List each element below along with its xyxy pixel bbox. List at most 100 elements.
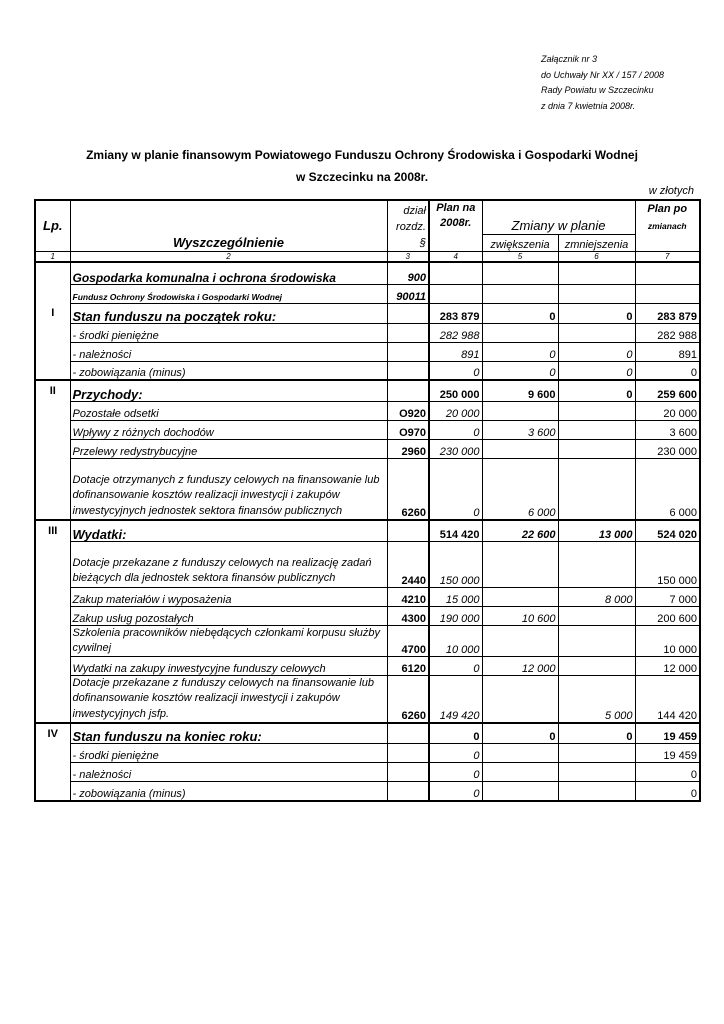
- header-description: Wyszczególnienie: [69, 199, 388, 252]
- row-after: 20 000: [634, 400, 701, 421]
- row-lp: III: [34, 519, 71, 541]
- row-after: 6 000: [634, 457, 701, 521]
- header-lp: Lp.: [34, 199, 71, 252]
- row-description: Przychody:: [69, 379, 388, 402]
- row-plan: [428, 261, 483, 285]
- row-increase: [481, 540, 559, 588]
- row-lp: [34, 541, 71, 587]
- row-increase: [481, 675, 559, 724]
- row-lp: IV: [34, 721, 71, 744]
- row-plan: 0: [428, 743, 483, 764]
- row-decrease: [557, 261, 636, 285]
- row-plan: [428, 283, 483, 304]
- row-code: [386, 302, 430, 324]
- header-decrease: zmniejszenia: [557, 233, 636, 252]
- row-after: 0: [634, 781, 701, 802]
- row-description: - należności: [69, 762, 388, 783]
- row-code: 2960: [386, 438, 430, 459]
- row-decrease: 5 000: [557, 675, 636, 724]
- row-increase: [481, 781, 559, 802]
- row-after: 19 459: [634, 721, 701, 745]
- row-decrease: 8 000: [557, 586, 636, 607]
- financial-plan-table: Lp. Wyszczególnienie dział rozdz. § Plan…: [34, 199, 701, 802]
- row-increase: [481, 261, 559, 285]
- table-row: Zakup usług pozostałych 4300 190 000 10 600…: [34, 605, 701, 626]
- row-lp: [34, 781, 71, 801]
- row-after: 10 000: [634, 624, 701, 658]
- table-row: - należności 891 0 0 891: [34, 341, 701, 362]
- row-description: Wydatki:: [69, 519, 388, 542]
- row-decrease: [557, 762, 636, 783]
- row-after: 283 879: [634, 302, 701, 324]
- header-after-line: zmianach: [647, 221, 687, 231]
- row-after: 3 600: [634, 419, 701, 440]
- row-lp: [34, 675, 71, 723]
- table-row: Fundusz Ochrony Środowiska i Gospodarki …: [34, 283, 701, 304]
- row-lp: [34, 323, 71, 342]
- row-plan: 282 988: [428, 322, 483, 343]
- row-code: 4300: [386, 605, 430, 626]
- row-increase: 3 600: [481, 419, 559, 440]
- table-row: - należności 0 0: [34, 762, 701, 783]
- row-code: [386, 743, 430, 764]
- row-plan: 150 000: [428, 540, 483, 588]
- row-description: - środki pieniężne: [69, 322, 388, 343]
- row-code: [386, 379, 430, 402]
- row-increase: 0: [481, 360, 559, 381]
- row-plan: 514 420: [428, 519, 483, 542]
- row-description: Dotacje przekazane z funduszy celowych n…: [69, 675, 388, 724]
- row-decrease: [557, 743, 636, 764]
- row-description: Dotacje otrzymanych z funduszy celowych …: [69, 457, 388, 521]
- row-increase: [481, 624, 559, 658]
- row-decrease: [557, 400, 636, 421]
- row-description: Stan funduszu na początek roku:: [69, 302, 388, 324]
- row-after: 524 020: [634, 519, 701, 542]
- row-description: - zobowiązania (minus): [69, 781, 388, 802]
- row-increase: 9 600: [481, 379, 559, 402]
- annex-line: Załącznik nr 3: [541, 54, 598, 64]
- document-subtitle: w Szczecinku na 2008r.: [295, 170, 429, 184]
- header-plan: Plan na 2008r.: [428, 199, 483, 252]
- row-code: [386, 322, 430, 343]
- row-decrease: 0: [557, 379, 636, 402]
- row-code: O920: [386, 400, 430, 421]
- row-decrease: [557, 322, 636, 343]
- row-lp: [34, 743, 71, 763]
- row-description: Gospodarka komunalna i ochrona środowisk…: [69, 261, 388, 285]
- column-number: 2: [69, 250, 388, 263]
- table-row: - zobowiązania (minus) 0 0 0 0: [34, 360, 701, 381]
- row-description: Dotacje przekazane z funduszy celowych n…: [69, 540, 388, 588]
- row-decrease: 13 000: [557, 519, 636, 542]
- row-description: Fundusz Ochrony Środowiska i Gospodarki …: [69, 283, 388, 304]
- row-plan: 230 000: [428, 438, 483, 459]
- annex-line: do Uchwały Nr XX / 157 / 2008: [541, 69, 665, 80]
- row-increase: [481, 586, 559, 607]
- row-plan: 0: [428, 360, 483, 381]
- row-after: 200 600: [634, 605, 701, 626]
- row-code: 6260: [386, 457, 430, 521]
- row-lp: [34, 606, 71, 625]
- column-number: 4: [428, 250, 483, 263]
- row-code: 2440: [386, 540, 430, 588]
- row-after: 230 000: [634, 438, 701, 459]
- row-code: 4700: [386, 624, 430, 658]
- column-number: 1: [34, 250, 71, 263]
- row-increase: 22 600: [481, 519, 559, 542]
- row-description: Zakup materiałów i wyposażenia: [69, 586, 388, 607]
- row-lp: [34, 420, 71, 439]
- row-lp: [34, 261, 71, 284]
- row-plan: 0: [428, 656, 483, 677]
- row-plan: 891: [428, 341, 483, 362]
- row-decrease: 0: [557, 341, 636, 362]
- row-decrease: [557, 540, 636, 588]
- table-row: Dotacje przekazane z funduszy celowych n…: [34, 540, 701, 588]
- row-code: 4210: [386, 586, 430, 607]
- row-plan: 0: [428, 721, 483, 745]
- row-plan: 149 420: [428, 675, 483, 724]
- row-after: 259 600: [634, 379, 701, 402]
- row-increase: [481, 438, 559, 459]
- row-increase: 0: [481, 721, 559, 745]
- table-row: II Przychody: 250 000 9 600 0 259 600: [34, 379, 701, 402]
- row-after: 282 988: [634, 322, 701, 343]
- row-decrease: [557, 605, 636, 626]
